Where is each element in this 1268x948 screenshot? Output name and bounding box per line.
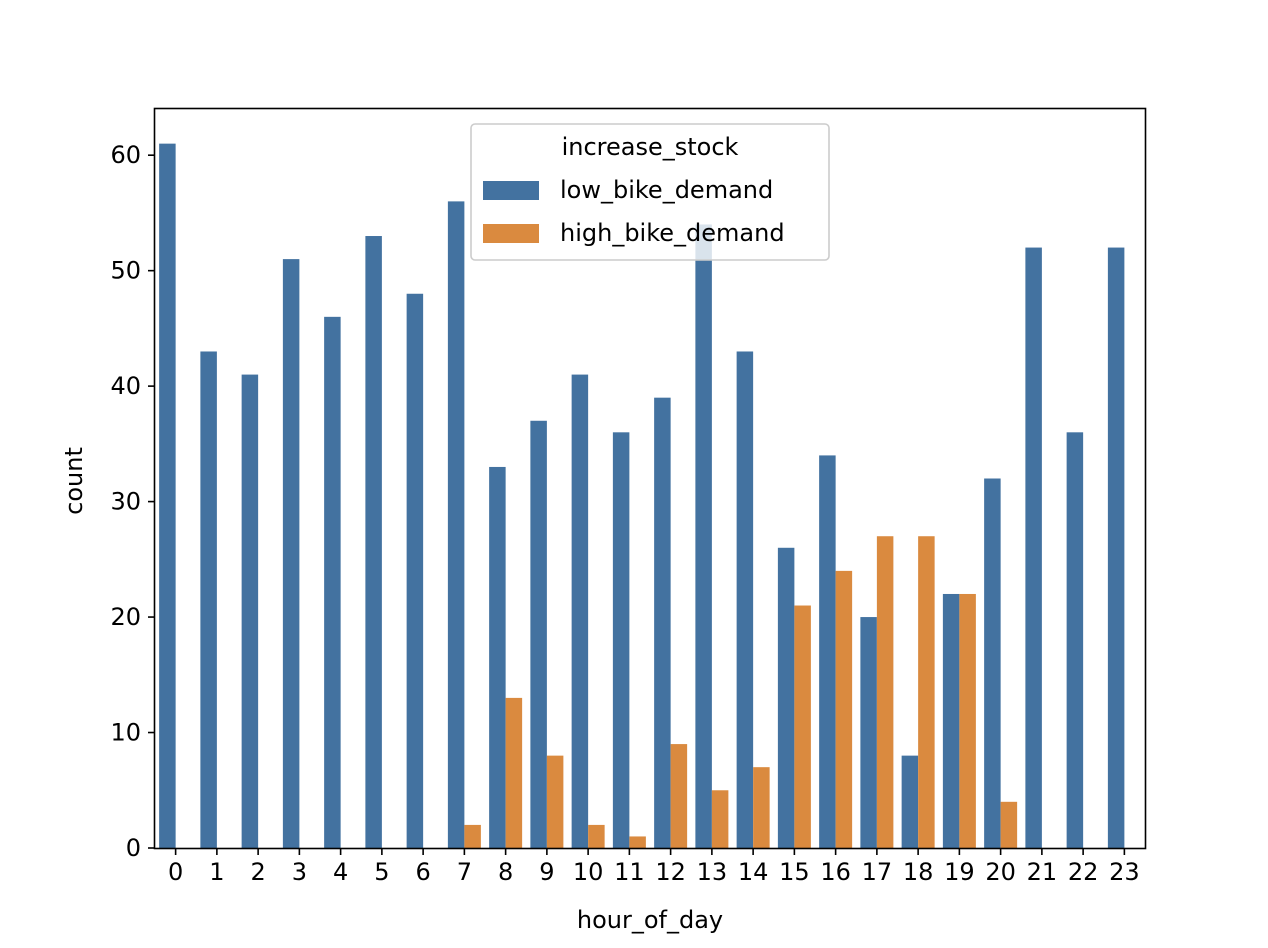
- bar-low-13: [695, 224, 712, 849]
- x-tick-label: 3: [292, 858, 307, 886]
- legend-swatch-high: [483, 224, 539, 243]
- bar-high-20: [1000, 801, 1018, 848]
- bar-high-13: [711, 790, 729, 848]
- bar-low-22: [1066, 432, 1084, 848]
- bar-high-18: [918, 536, 935, 848]
- x-tick-label: 4: [333, 858, 348, 886]
- bar-low-11: [612, 432, 630, 848]
- x-tick-label: 22: [1068, 858, 1099, 886]
- bar-low-16: [819, 455, 836, 848]
- legend-label-low: low_bike_demand: [560, 176, 773, 204]
- bar-high-14: [753, 767, 770, 848]
- x-tick-label: 1: [209, 858, 224, 886]
- y-tick-label: 60: [110, 141, 141, 169]
- bar-high-9: [546, 755, 564, 849]
- bar-low-21: [1025, 247, 1042, 848]
- x-tick-label: 15: [779, 858, 810, 886]
- y-tick-label: 10: [110, 719, 141, 747]
- bar-low-6: [406, 293, 424, 848]
- x-tick-label: 0: [168, 858, 183, 886]
- x-tick-label: 11: [614, 858, 645, 886]
- x-tick-label: 5: [374, 858, 389, 886]
- bar-high-11: [629, 836, 646, 848]
- legend-swatch-low: [483, 181, 539, 200]
- legend-box: [470, 123, 830, 261]
- x-tick-label: 19: [944, 858, 975, 886]
- x-tick-label: 21: [1027, 858, 1058, 886]
- x-tick-label: 13: [697, 858, 728, 886]
- x-tick-label: 10: [573, 858, 604, 886]
- y-axis-ticks: 0 10 20 30 40 50 60: [110, 141, 155, 862]
- x-tick-label: 18: [903, 858, 934, 886]
- bar-high-16: [835, 570, 853, 849]
- bar-low-4: [324, 316, 341, 849]
- bars-layer: [159, 143, 1125, 849]
- bar-low-7: [447, 201, 465, 849]
- y-tick-label: 30: [110, 488, 141, 516]
- bar-high-7: [464, 824, 481, 848]
- y-tick-label: 50: [110, 257, 141, 285]
- bar-low-2: [241, 374, 259, 848]
- x-tick-label: 23: [1109, 858, 1140, 886]
- x-tick-label: 12: [655, 858, 686, 886]
- x-tick-label: 2: [250, 858, 265, 886]
- x-axis-ticks: 0 1 2 3 4 5 6 7 8 9 10 11 12 13 14 15 16 17 18 19 20 21 22 23: [168, 848, 1140, 886]
- y-tick-label: 40: [110, 372, 141, 400]
- y-tick-label: 20: [110, 603, 141, 631]
- bar-low-8: [489, 466, 506, 848]
- bar-low-15: [777, 547, 795, 848]
- bar-low-0: [159, 143, 176, 848]
- bar-low-3: [282, 259, 300, 848]
- bar-low-23: [1107, 247, 1125, 848]
- legend-label-high: high_bike_demand: [560, 219, 785, 247]
- x-tick-label: 16: [820, 858, 851, 886]
- x-tick-label: 17: [862, 858, 893, 886]
- plot-frame: [153, 107, 1147, 850]
- y-axis-label: count: [60, 447, 88, 515]
- bar-low-17: [860, 617, 877, 848]
- bar-high-17: [876, 536, 894, 848]
- bar-high-10: [588, 824, 605, 848]
- x-tick-label: 9: [539, 858, 554, 886]
- bar-low-5: [365, 236, 382, 848]
- legend: increase_stock low_bike_demand high_bike…: [470, 123, 830, 261]
- bar-high-19: [959, 593, 976, 848]
- bar-low-20: [984, 478, 1001, 848]
- legend-title: increase_stock: [562, 133, 739, 161]
- bar-high-15: [794, 605, 811, 848]
- x-tick-label: 6: [415, 858, 430, 886]
- bar-low-10: [571, 374, 589, 848]
- bar-low-12: [654, 397, 671, 848]
- y-tick-label: 0: [126, 834, 141, 862]
- x-tick-label: 20: [985, 858, 1016, 886]
- x-axis-label: hour_of_day: [577, 906, 723, 934]
- bar-low-14: [736, 351, 754, 848]
- x-tick-label: 8: [498, 858, 513, 886]
- x-tick-label: 7: [457, 858, 472, 886]
- bar-high-8: [505, 697, 523, 848]
- bar-low-18: [901, 755, 919, 849]
- x-tick-label: 14: [738, 858, 769, 886]
- bar-low-1: [200, 351, 217, 848]
- bar-low-19: [942, 593, 960, 848]
- bar-high-12: [670, 744, 688, 848]
- bar-low-9: [530, 420, 547, 848]
